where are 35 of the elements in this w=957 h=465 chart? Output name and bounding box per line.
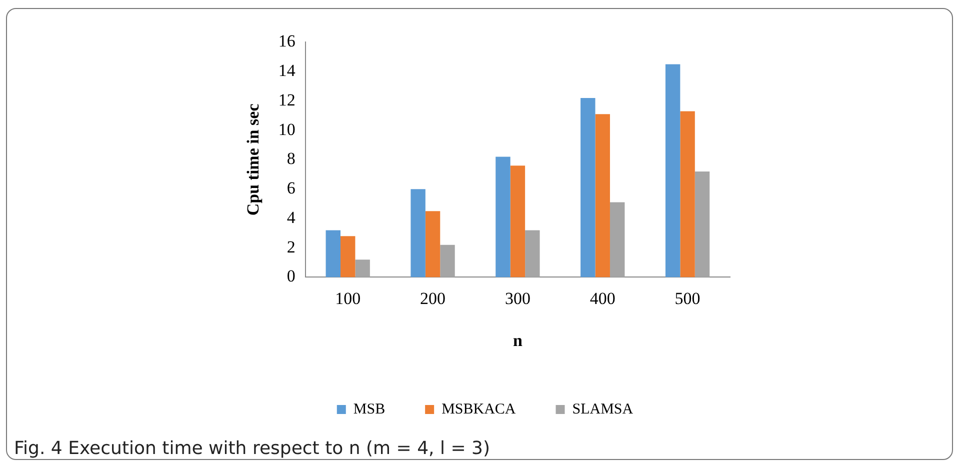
- x-axis-title: n: [512, 331, 523, 350]
- x-tick-label: 200: [420, 288, 446, 308]
- y-tick-label: 16: [278, 32, 296, 51]
- x-tick-label: 500: [674, 288, 700, 308]
- y-tick-label: 14: [278, 61, 296, 80]
- y-tick-label: 4: [286, 208, 296, 227]
- y-tick-label: 12: [278, 90, 296, 110]
- caption: Fig. 4 Execution time with respect to n (m = 4, l = 3): [14, 438, 490, 459]
- bar: [694, 171, 710, 278]
- bar: [665, 64, 680, 278]
- y-tick-label: 10: [278, 120, 296, 139]
- y-tick-label: 6: [286, 178, 296, 198]
- x-tick-label: 100: [335, 288, 361, 308]
- bar: [425, 211, 440, 278]
- bar: [525, 230, 540, 278]
- bar: [595, 114, 610, 278]
- bar: [610, 202, 625, 278]
- legend-label: SLAMSA: [572, 401, 634, 418]
- bar: [680, 111, 695, 278]
- bar: [355, 260, 370, 278]
- bar: [410, 189, 426, 278]
- bar: [496, 156, 510, 278]
- x-tick-label: 300: [504, 288, 530, 308]
- legend-label: MSBKACA: [442, 401, 516, 418]
- x-tick-label: 400: [590, 288, 616, 308]
- y-tick-label: 0: [286, 266, 296, 286]
- bar: [440, 244, 455, 278]
- y-axis-title: Cpu time in sec: [244, 103, 263, 216]
- legend-label: MSB: [353, 401, 386, 418]
- y-tick-label: 8: [286, 149, 296, 168]
- bar: [510, 166, 526, 278]
- y-tick-label: 2: [286, 237, 296, 256]
- bar: [326, 230, 340, 278]
- bar: [340, 236, 356, 278]
- bar: [580, 98, 596, 278]
